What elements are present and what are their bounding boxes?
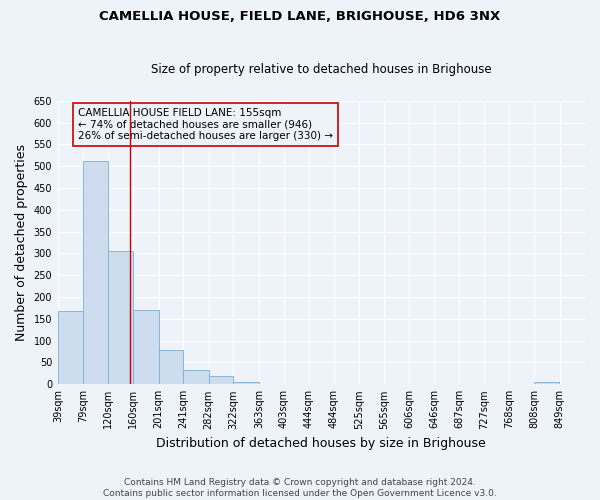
Y-axis label: Number of detached properties: Number of detached properties [15,144,28,341]
Title: Size of property relative to detached houses in Brighouse: Size of property relative to detached ho… [151,63,491,76]
Bar [83,162,109,384]
Bar [58,311,83,384]
Bar [109,252,133,384]
Text: CAMELLIA HOUSE, FIELD LANE, BRIGHOUSE, HD6 3NX: CAMELLIA HOUSE, FIELD LANE, BRIGHOUSE, H… [100,10,500,23]
Bar [133,310,158,384]
Bar [233,382,259,384]
Bar [158,350,184,384]
Text: CAMELLIA HOUSE FIELD LANE: 155sqm
← 74% of detached houses are smaller (946)
26%: CAMELLIA HOUSE FIELD LANE: 155sqm ← 74% … [78,108,333,141]
Bar [184,370,209,384]
Bar [209,376,233,384]
Text: Contains HM Land Registry data © Crown copyright and database right 2024.
Contai: Contains HM Land Registry data © Crown c… [103,478,497,498]
X-axis label: Distribution of detached houses by size in Brighouse: Distribution of detached houses by size … [156,437,486,450]
Bar [534,382,559,384]
